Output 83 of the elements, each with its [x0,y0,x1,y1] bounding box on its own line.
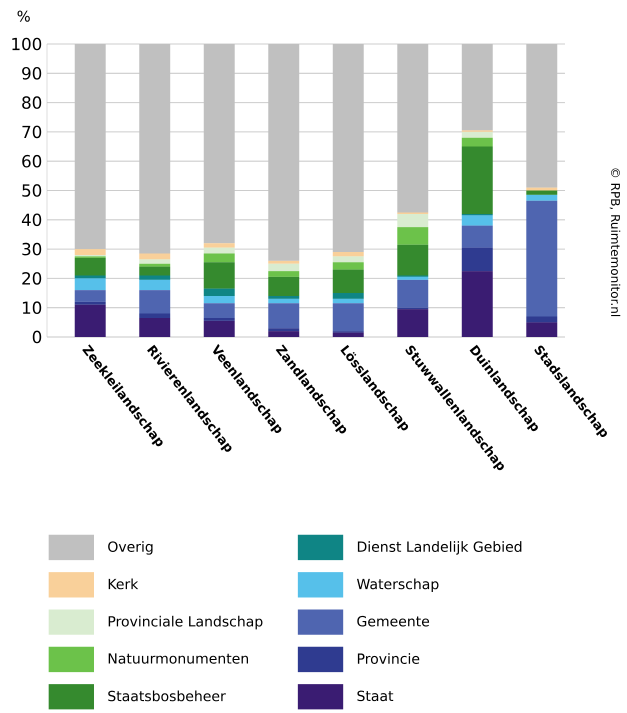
legend-label: Gemeente [357,616,430,626]
bar [332,256,364,262]
legend-label: Natuurmonumenten [108,653,248,664]
y-tick-label: 50 [22,184,42,197]
bar [397,280,428,308]
bar [139,280,170,290]
bar [526,316,558,322]
y-tick-label: 90 [22,66,42,80]
bar [74,290,106,302]
bar [268,271,300,277]
bar [526,188,558,190]
bar [526,190,558,195]
legend-label: Provincie [358,653,420,664]
bar [204,288,235,296]
bar [462,138,493,147]
bar [397,309,428,337]
bar [526,194,558,201]
y-tick-label: 60 [22,154,42,168]
legend-label: Dienst Landelijk Gebied [358,541,522,555]
bar [74,275,106,278]
bar [74,249,106,255]
bar [268,298,300,304]
bar [204,318,235,321]
legend-label: Staat [357,690,394,702]
bar [332,303,364,332]
bar [139,264,170,267]
bar [74,304,106,337]
bar [139,266,170,276]
bar [74,258,106,276]
bar [139,314,170,318]
y-tick-label: 30 [22,242,42,256]
bar [139,253,170,260]
bar [204,320,235,337]
y-axis-title: % [18,10,30,22]
y-tick-label: 70 [22,126,42,138]
bar [332,298,364,304]
y-tick-label: 10 [22,301,42,314]
bar [462,146,493,214]
bar [204,243,235,248]
bar [526,200,558,316]
bar [332,262,364,270]
bar [204,262,235,289]
bar [204,248,235,254]
legend-label: Overig [108,541,153,555]
bar [268,296,300,299]
bar [139,290,170,314]
bar [268,276,300,296]
bar [204,296,235,304]
bar [204,303,235,318]
bar [268,328,300,332]
bar [462,248,493,272]
bar [139,318,170,337]
bar [397,276,428,280]
bar [462,271,493,337]
bar [462,215,493,226]
bar [462,226,493,248]
bar [462,132,493,138]
text: © RPB, Ruimtemonitor.nl [610,168,620,316]
bar [204,253,235,262]
bar [332,293,364,299]
y-tick-label: 40 [22,213,42,226]
bar [332,270,364,294]
bar [268,264,300,272]
bar [139,259,170,264]
bar [268,331,300,337]
legend-label: Waterschap [356,578,438,592]
y-tick-label: 100 [12,38,42,50]
bar [332,252,364,256]
bar [268,303,300,328]
bar [74,302,106,305]
legend-label: Staatsbosbeheer [108,690,226,702]
bar [397,244,428,276]
bar [332,332,364,337]
y-tick-label: 80 [22,96,42,109]
bar [526,322,558,337]
y-tick-label: 0 [32,330,42,344]
y-tick-label: 20 [22,272,42,285]
bar [74,278,106,290]
bar [139,275,170,280]
bar [397,227,428,245]
legend-label: Kerk [108,578,138,590]
bar [397,214,428,228]
legend-label: Provinciale Landschap [108,616,262,630]
